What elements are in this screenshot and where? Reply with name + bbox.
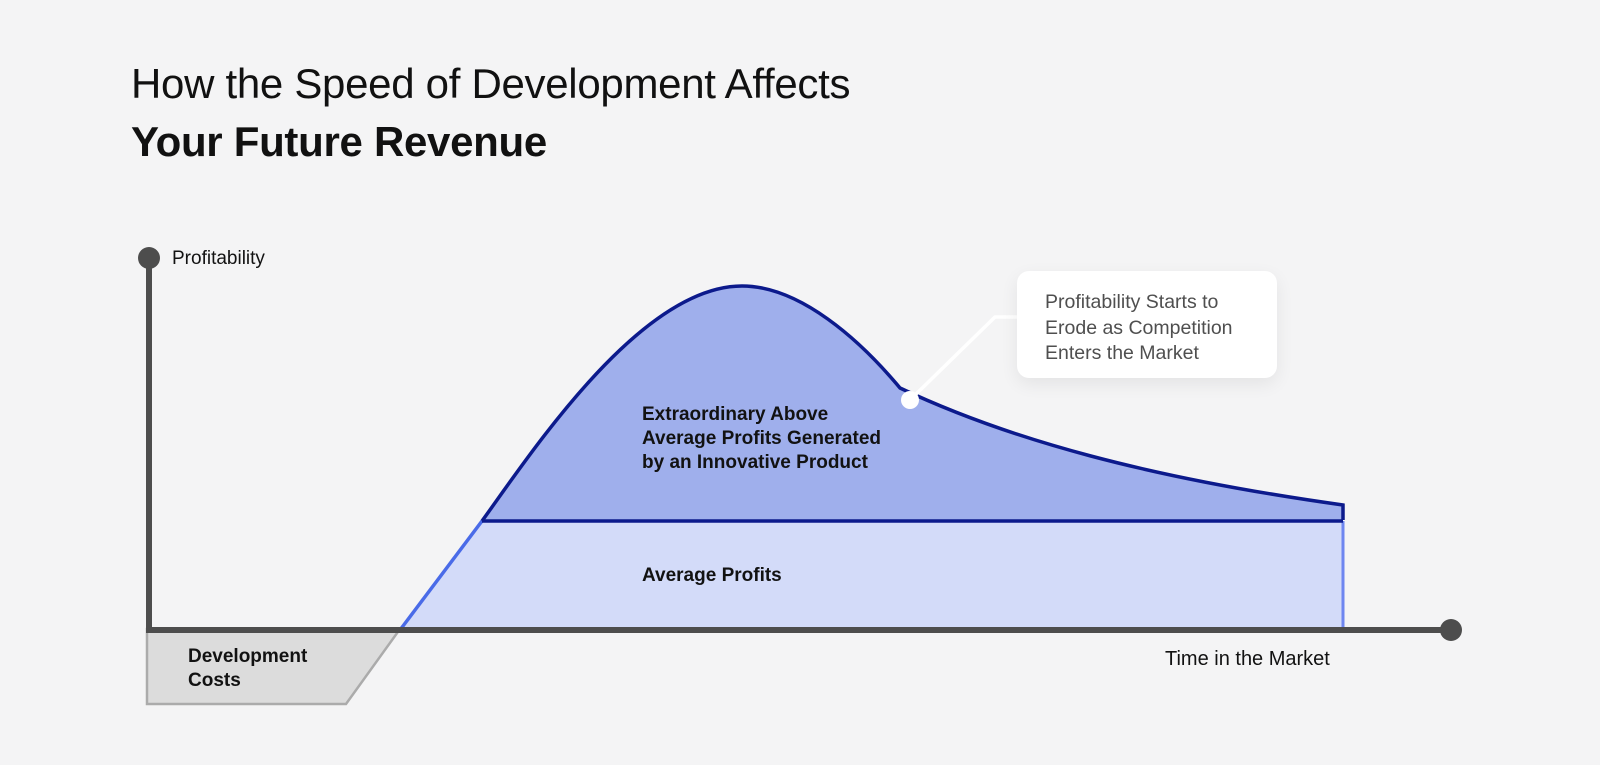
page-title: How the Speed of Development Affects You…: [131, 55, 851, 171]
callout-text: Profitability Starts to Erode as Competi…: [1045, 291, 1233, 364]
curve-rise-segment: [398, 519, 484, 632]
callout-connector-line: [908, 315, 1019, 402]
y-axis-cap-dot: [138, 247, 160, 269]
callout-anchor-dot: [901, 391, 919, 409]
extraordinary-profits-label: Extraordinary Above Average Profits Gene…: [642, 404, 881, 473]
title-line-1: How the Speed of Development Affects: [131, 60, 851, 107]
y-axis-label: Profitability: [172, 248, 265, 269]
profit-curve: [480, 284, 1345, 523]
average-profits-label: Average Profits: [642, 565, 782, 586]
callout-bubble: Profitability Starts to Erode as Competi…: [1017, 271, 1277, 378]
x-axis-label: Time in the Market: [1165, 648, 1330, 670]
x-axis-cap-dot: [1440, 619, 1462, 641]
title-line-2: Your Future Revenue: [131, 118, 547, 165]
development-costs-label: Development Costs: [188, 646, 308, 691]
average-profits-area: [400, 521, 1343, 630]
